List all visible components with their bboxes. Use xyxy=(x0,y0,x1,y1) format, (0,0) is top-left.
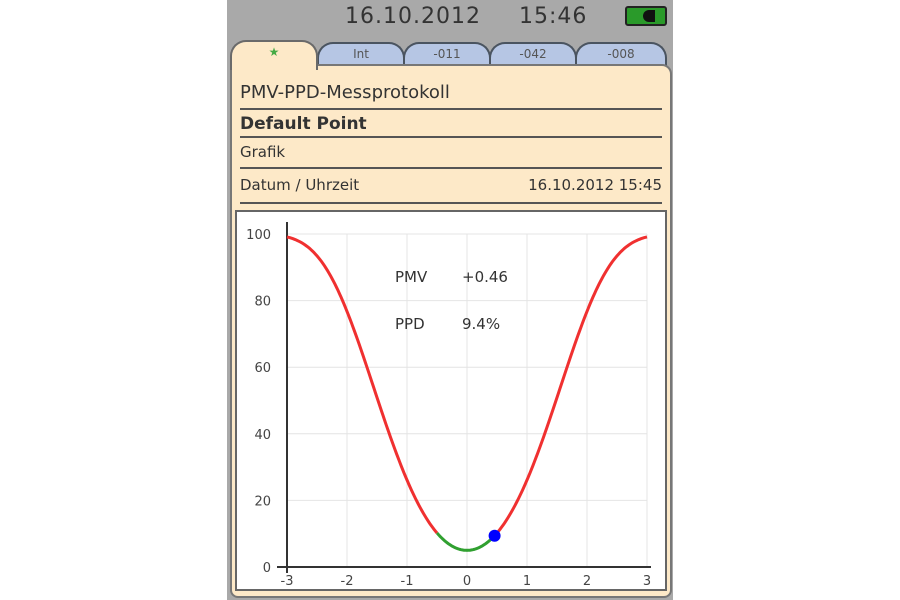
status-bar: 16.10.2012 15:46 xyxy=(227,0,673,36)
y-tick-label: 100 xyxy=(246,228,271,243)
divider xyxy=(240,167,662,169)
status-date: 16.10.2012 xyxy=(345,4,481,29)
ppd-curve-right xyxy=(495,235,648,534)
x-tick-label: -3 xyxy=(281,574,294,589)
tab-042[interactable]: -042 xyxy=(489,42,577,68)
x-tick-label: -2 xyxy=(341,574,354,589)
y-tick-label: 60 xyxy=(254,361,271,376)
y-tick-label: 80 xyxy=(254,295,271,310)
pmv-ppd-chart: -3 -2 -1 0 1 2 3 0 20 40 60 80 100 PMV +0.46 PPD 9.4… xyxy=(235,210,667,591)
datetime-row: Datum / Uhrzeit 16.10.2012 15:45 xyxy=(240,176,662,194)
y-tick-label: 20 xyxy=(254,494,271,509)
datetime-label: Datum / Uhrzeit xyxy=(240,176,360,194)
x-tick-label: -1 xyxy=(401,574,414,589)
tab-favorite[interactable]: ★ xyxy=(230,40,318,70)
section-label: Grafik xyxy=(240,143,286,161)
ppd-label: PPD xyxy=(395,315,425,333)
ppd-curve-left xyxy=(286,235,439,534)
current-point xyxy=(488,529,501,542)
x-tick-label: 1 xyxy=(523,574,531,589)
x-tick-label: 3 xyxy=(643,574,651,589)
pmv-label: PMV xyxy=(395,268,428,286)
datetime-value: 16.10.2012 15:45 xyxy=(528,176,662,194)
x-tick-label: 2 xyxy=(583,574,591,589)
x-tick-label: 0 xyxy=(463,574,471,589)
tab-011[interactable]: -011 xyxy=(403,42,491,68)
status-time: 15:46 xyxy=(519,4,588,29)
star-icon: ★ xyxy=(268,45,280,59)
measurement-point[interactable]: Default Point xyxy=(240,114,367,134)
divider xyxy=(240,108,662,110)
tab-008[interactable]: -008 xyxy=(575,42,667,68)
protocol-title: PMV-PPD-Messprotokoll xyxy=(240,82,450,103)
divider xyxy=(240,136,662,138)
y-tick-label: 40 xyxy=(254,428,271,443)
y-tick-label: 0 xyxy=(263,561,271,576)
battery-charging-icon xyxy=(625,6,667,26)
pmv-value: +0.46 xyxy=(462,268,508,286)
ppd-value: 9.4% xyxy=(462,315,500,333)
divider xyxy=(240,202,662,204)
ppd-curve-comfort xyxy=(435,531,499,552)
chart-svg: -3 -2 -1 0 1 2 3 0 20 40 60 80 100 PMV +0.46 PPD 9.4… xyxy=(246,222,651,589)
